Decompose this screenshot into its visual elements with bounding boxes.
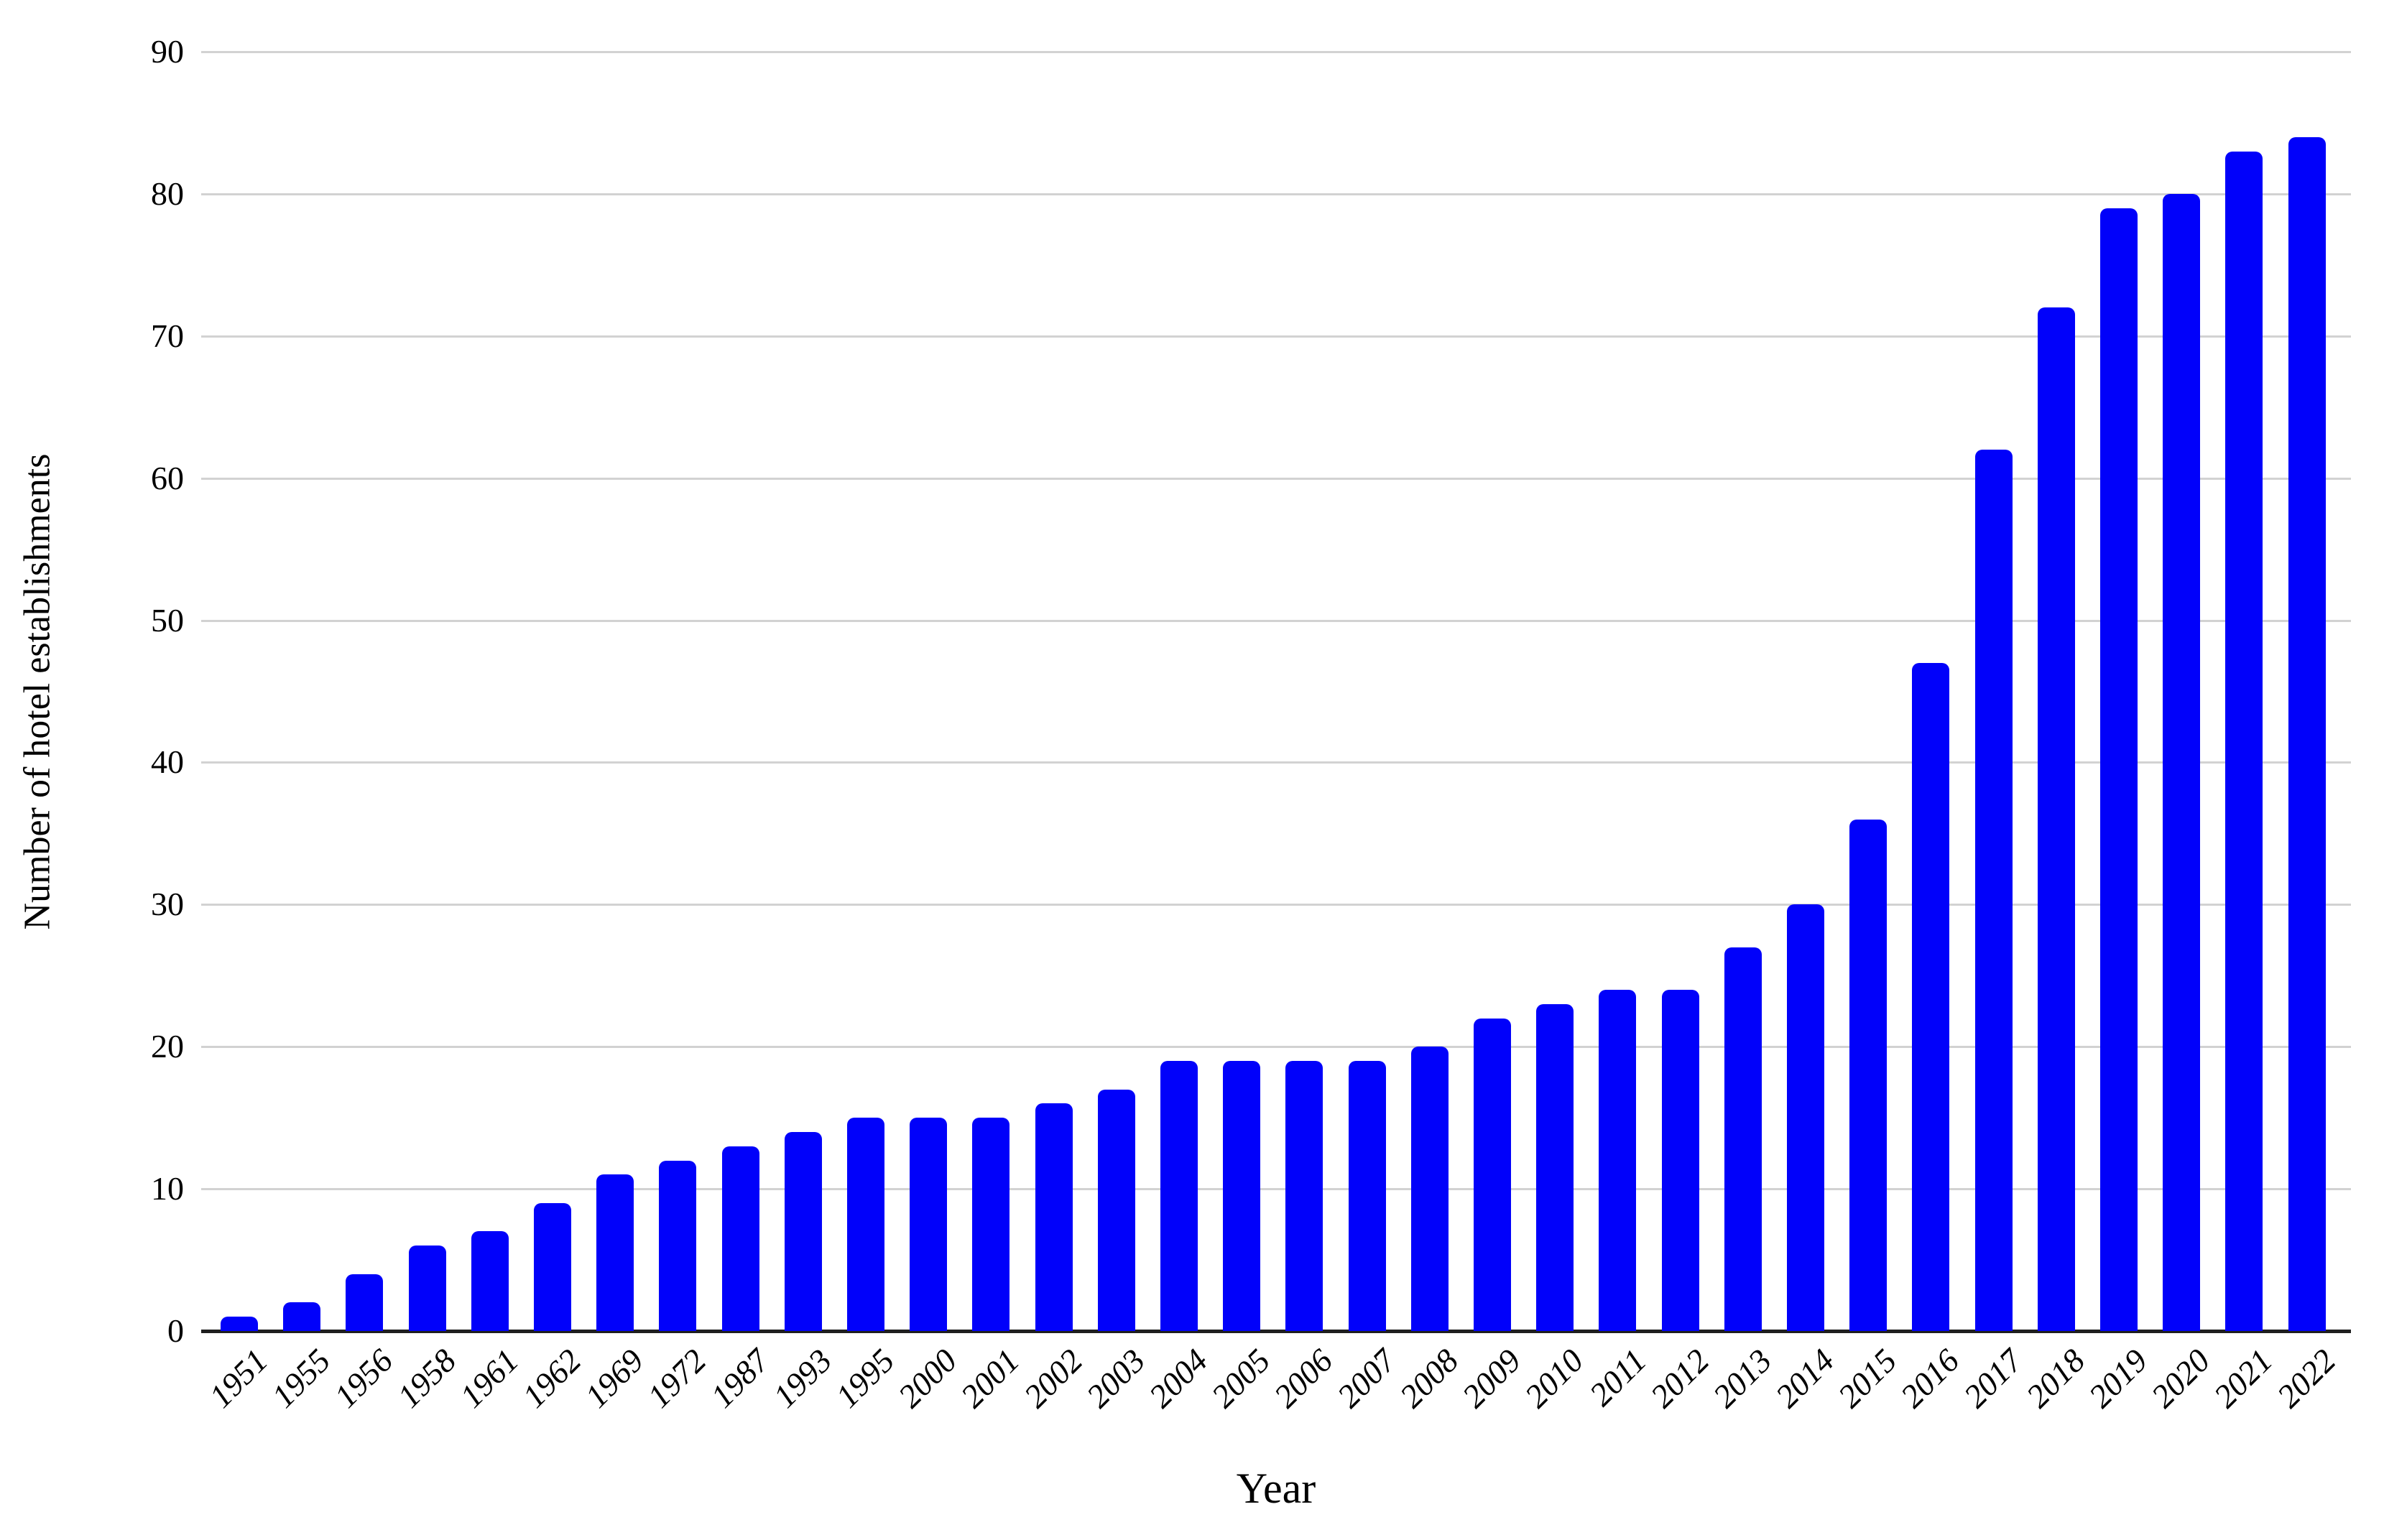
y-tick-label-40: 40 bbox=[151, 743, 184, 781]
x-tick-label-1958: 1958 bbox=[389, 1342, 463, 1415]
bar-2021 bbox=[2225, 151, 2263, 1331]
x-tick-label-2018: 2018 bbox=[2019, 1342, 2092, 1415]
bar-2016 bbox=[1912, 662, 1950, 1331]
y-tick-label-60: 60 bbox=[151, 459, 184, 496]
x-tick-label-2016: 2016 bbox=[1893, 1342, 1967, 1415]
y-tick-label-90: 90 bbox=[151, 33, 184, 70]
bar-2013 bbox=[1724, 947, 1762, 1331]
gridline-y-80 bbox=[201, 192, 2351, 195]
x-tick-label-2017: 2017 bbox=[1956, 1342, 2029, 1415]
x-axis-baseline bbox=[201, 1330, 2351, 1333]
gridline-y-50 bbox=[201, 619, 2351, 622]
x-tick-label-1987: 1987 bbox=[703, 1342, 776, 1415]
x-tick-label-2006: 2006 bbox=[1267, 1342, 1340, 1415]
bar-2010 bbox=[1536, 1003, 1574, 1331]
gridline-y-10 bbox=[201, 1188, 2351, 1191]
bar-2020 bbox=[2163, 193, 2201, 1331]
gridline-y-60 bbox=[201, 477, 2351, 480]
bar-1969 bbox=[596, 1174, 634, 1331]
y-tick-label-30: 30 bbox=[151, 886, 184, 923]
bar-1987 bbox=[721, 1146, 759, 1331]
x-tick-label-2014: 2014 bbox=[1768, 1342, 1842, 1415]
bar-2009 bbox=[1474, 1018, 1511, 1331]
x-axis-title: Year bbox=[1236, 1465, 1316, 1512]
x-tick-label-2007: 2007 bbox=[1329, 1342, 1403, 1415]
bar-1951 bbox=[221, 1317, 258, 1331]
x-tick-label-2003: 2003 bbox=[1079, 1342, 1152, 1415]
bar-2003 bbox=[1097, 1089, 1135, 1331]
bar-2022 bbox=[2288, 136, 2326, 1331]
bar-1955 bbox=[283, 1302, 321, 1331]
gridline-y-20 bbox=[201, 1046, 2351, 1049]
x-tick-label-1995: 1995 bbox=[828, 1342, 902, 1415]
bar-2012 bbox=[1661, 990, 1699, 1331]
x-tick-label-1955: 1955 bbox=[264, 1342, 338, 1415]
x-tick-label-2008: 2008 bbox=[1392, 1342, 1466, 1415]
x-tick-label-1951: 1951 bbox=[202, 1342, 275, 1415]
bar-2005 bbox=[1223, 1061, 1261, 1331]
bar-2019 bbox=[2100, 208, 2138, 1331]
gridline-y-90 bbox=[201, 51, 2351, 53]
x-tick-label-2015: 2015 bbox=[1831, 1342, 1904, 1415]
bar-2008 bbox=[1410, 1047, 1449, 1331]
bar-2011 bbox=[1599, 990, 1637, 1331]
y-tick-label-10: 10 bbox=[151, 1170, 184, 1207]
gridline-y-30 bbox=[201, 904, 2351, 906]
y-axis-title: Number of hotel establishments bbox=[17, 453, 58, 930]
bar-2000 bbox=[910, 1118, 948, 1331]
x-tick-label-2011: 2011 bbox=[1582, 1342, 1653, 1414]
x-tick-label-1956: 1956 bbox=[327, 1342, 400, 1415]
gridline-y-40 bbox=[201, 761, 2351, 764]
y-tick-label-80: 80 bbox=[151, 175, 184, 212]
bar-2001 bbox=[972, 1118, 1010, 1331]
bar-2002 bbox=[1035, 1103, 1073, 1331]
bar-2007 bbox=[1348, 1061, 1386, 1331]
y-tick-label-70: 70 bbox=[151, 317, 184, 354]
x-tick-label-1972: 1972 bbox=[640, 1342, 713, 1415]
bar-2015 bbox=[1849, 819, 1888, 1331]
bar-1972 bbox=[659, 1160, 697, 1331]
x-tick-label-2002: 2002 bbox=[1016, 1342, 1089, 1415]
bar-1993 bbox=[784, 1131, 822, 1331]
x-tick-label-2022: 2022 bbox=[2269, 1342, 2342, 1415]
x-tick-label-1969: 1969 bbox=[578, 1342, 651, 1415]
bar-2004 bbox=[1160, 1061, 1198, 1331]
bar-1995 bbox=[847, 1118, 884, 1331]
bar-2018 bbox=[2037, 307, 2075, 1331]
bar-1961 bbox=[471, 1231, 509, 1331]
x-tick-label-2001: 2001 bbox=[953, 1342, 1027, 1415]
x-tick-label-1961: 1961 bbox=[453, 1342, 526, 1415]
plot-area bbox=[201, 51, 2351, 1333]
x-tick-label-1962: 1962 bbox=[515, 1342, 588, 1415]
x-tick-label-2000: 2000 bbox=[891, 1342, 964, 1415]
x-tick-label-2013: 2013 bbox=[1706, 1342, 1779, 1415]
bar-1962 bbox=[534, 1202, 571, 1331]
gridline-y-70 bbox=[201, 335, 2351, 338]
x-tick-label-1993: 1993 bbox=[766, 1342, 839, 1415]
x-tick-label-2019: 2019 bbox=[2082, 1342, 2155, 1415]
bar-1958 bbox=[408, 1246, 446, 1331]
x-tick-label-2009: 2009 bbox=[1455, 1342, 1528, 1415]
bar-1956 bbox=[346, 1274, 384, 1331]
bar-2014 bbox=[1787, 904, 1824, 1331]
x-tick-label-2010: 2010 bbox=[1517, 1342, 1591, 1415]
x-tick-label-2020: 2020 bbox=[2144, 1342, 2217, 1415]
bar-2017 bbox=[1974, 450, 2013, 1331]
y-tick-label-0: 0 bbox=[167, 1312, 184, 1349]
x-tick-label-2005: 2005 bbox=[1204, 1342, 1278, 1415]
x-tick-label-2021: 2021 bbox=[2207, 1342, 2280, 1415]
x-tick-label-2004: 2004 bbox=[1142, 1342, 1215, 1415]
bar-2006 bbox=[1285, 1061, 1323, 1331]
y-tick-label-20: 20 bbox=[151, 1028, 184, 1065]
y-tick-label-50: 50 bbox=[151, 601, 184, 639]
x-tick-label-2012: 2012 bbox=[1643, 1342, 1716, 1415]
